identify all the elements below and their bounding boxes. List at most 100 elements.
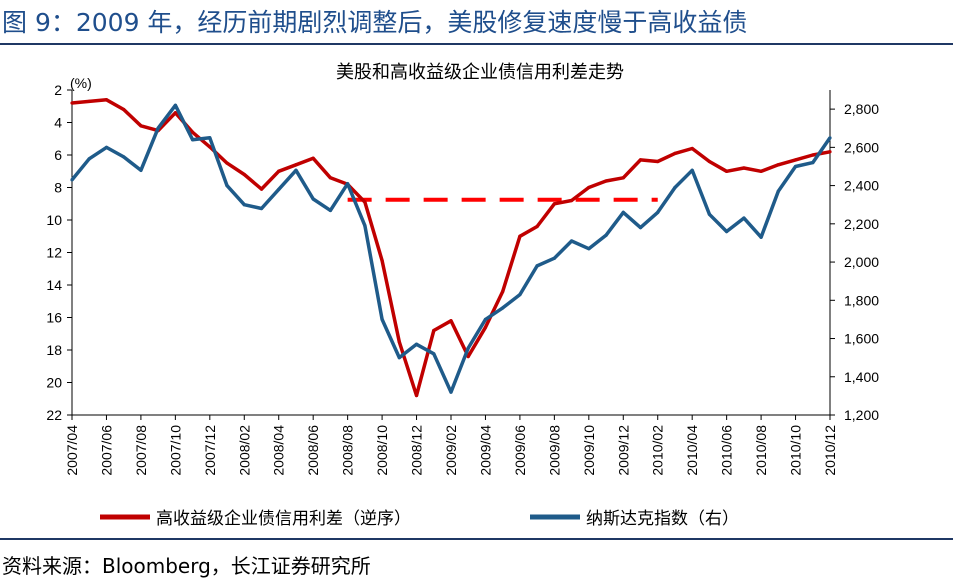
- nasdaq-point: [776, 189, 780, 193]
- spread-point: [725, 169, 729, 173]
- legend: 高收益级企业债信用利差（逆序） 纳斯达克指数（右）: [100, 509, 739, 529]
- spread-point: [811, 153, 815, 157]
- nasdaq-point: [742, 216, 746, 220]
- spread-point: [793, 158, 798, 162]
- spread-point: [208, 145, 212, 149]
- spread-point: [328, 176, 333, 180]
- nasdaq-point: [414, 342, 419, 346]
- spread-point: [380, 259, 384, 263]
- nasdaq-point: [725, 229, 729, 234]
- nasdaq-point: [294, 168, 298, 172]
- right-tick-label: 2,600: [844, 139, 879, 155]
- x-tick-label: 2008/02: [236, 425, 252, 476]
- left-axis-unit: (%): [70, 75, 92, 91]
- spread-point: [604, 179, 608, 183]
- left-tick-label: 20: [46, 375, 62, 391]
- left-tick-label: 4: [54, 115, 62, 131]
- left-tick-label: 22: [46, 407, 62, 423]
- left-tick-label: 10: [46, 212, 62, 228]
- nasdaq-point: [190, 138, 195, 142]
- nasdaq-point: [587, 247, 591, 251]
- spread-line: [71, 98, 831, 398]
- x-tick-label: 2010/06: [719, 425, 735, 476]
- spread-point: [122, 107, 126, 112]
- spread-point: [759, 169, 763, 173]
- spread-point: [104, 98, 109, 102]
- spread-point: [277, 169, 281, 173]
- nasdaq-point: [501, 306, 505, 310]
- spread-point: [139, 124, 143, 128]
- left-tick-label: 8: [54, 180, 62, 196]
- spread-point: [673, 151, 677, 155]
- spread-point: [828, 150, 832, 154]
- spread-point: [449, 319, 453, 323]
- spread-point: [518, 234, 522, 238]
- legend-label-spread: 高收益级企业债信用利差（逆序）: [156, 509, 411, 529]
- spread-point: [70, 101, 74, 105]
- nasdaq-point: [139, 168, 143, 172]
- nasdaq-point: [432, 352, 436, 356]
- nasdaq-point: [173, 103, 177, 107]
- top-rule: [0, 43, 953, 45]
- nasdaq-point: [604, 233, 608, 237]
- x-tick-label: 2009/02: [443, 425, 459, 476]
- nasdaq-point: [259, 206, 264, 211]
- spread-point: [690, 146, 694, 151]
- left-tick-label: 14: [46, 277, 62, 293]
- nasdaq-point: [122, 155, 126, 159]
- x-tick-label: 2010/04: [684, 425, 700, 476]
- nasdaq-point: [621, 210, 625, 214]
- spread-point: [190, 130, 195, 134]
- left-tick-label: 2: [54, 82, 62, 98]
- legend-label-nasdaq: 纳斯达克指数（右）: [586, 509, 739, 529]
- spread-point: [501, 289, 505, 294]
- nasdaq-point: [104, 145, 109, 149]
- series-spread: [70, 98, 832, 398]
- nasdaq-point: [811, 161, 815, 165]
- x-tick-label: 2008/10: [374, 425, 390, 476]
- x-tick-label: 2009/10: [581, 425, 597, 476]
- x-tick-label: 2009/08: [546, 425, 562, 476]
- nasdaq-point: [156, 126, 160, 130]
- x-tick-label: 2007/04: [64, 425, 80, 476]
- left-tick-label: 12: [46, 245, 62, 261]
- x-tick-label: 2008/04: [271, 425, 287, 476]
- spread-point: [242, 172, 246, 177]
- nasdaq-point: [380, 317, 384, 322]
- nasdaq-point: [828, 136, 832, 140]
- nasdaq-point: [793, 164, 798, 169]
- spread-point: [363, 200, 367, 204]
- axes: 2 4 6 8 10 12 14 16 18 20 22 1,200 1,400 1,600 1,800 2,…: [46, 82, 879, 476]
- spread-point: [776, 163, 780, 167]
- spread-point: [621, 176, 625, 180]
- spread-point: [225, 161, 229, 165]
- spread-point: [742, 166, 746, 170]
- series-nasdaq: [70, 103, 832, 394]
- nasdaq-point: [397, 356, 401, 360]
- spread-point: [569, 198, 574, 203]
- spread-point: [707, 159, 712, 164]
- nasdaq-point: [483, 317, 488, 322]
- nasdaq-point: [707, 212, 712, 216]
- nasdaq-point: [552, 256, 556, 260]
- spread-point: [587, 185, 591, 190]
- spread-point: [294, 163, 298, 167]
- left-tick-label: 18: [46, 342, 62, 358]
- x-tick-label: 2010/08: [753, 425, 769, 476]
- nasdaq-line: [70, 103, 832, 394]
- nasdaq-point: [569, 239, 574, 243]
- nasdaq-point: [87, 157, 91, 161]
- bottom-rule: [0, 538, 953, 540]
- right-tick-label: 2,800: [844, 101, 879, 117]
- spread-point: [466, 354, 470, 359]
- spread-point: [432, 328, 436, 333]
- spread-point: [87, 99, 91, 103]
- nasdaq-point: [242, 203, 246, 207]
- x-tick-label: 2010/12: [822, 425, 838, 476]
- right-tick-label: 1,400: [844, 369, 879, 385]
- nasdaq-point: [535, 264, 539, 268]
- spread-point: [397, 340, 401, 344]
- right-tick-label: 1,200: [844, 407, 879, 423]
- x-tick-label: 2007/08: [133, 425, 149, 476]
